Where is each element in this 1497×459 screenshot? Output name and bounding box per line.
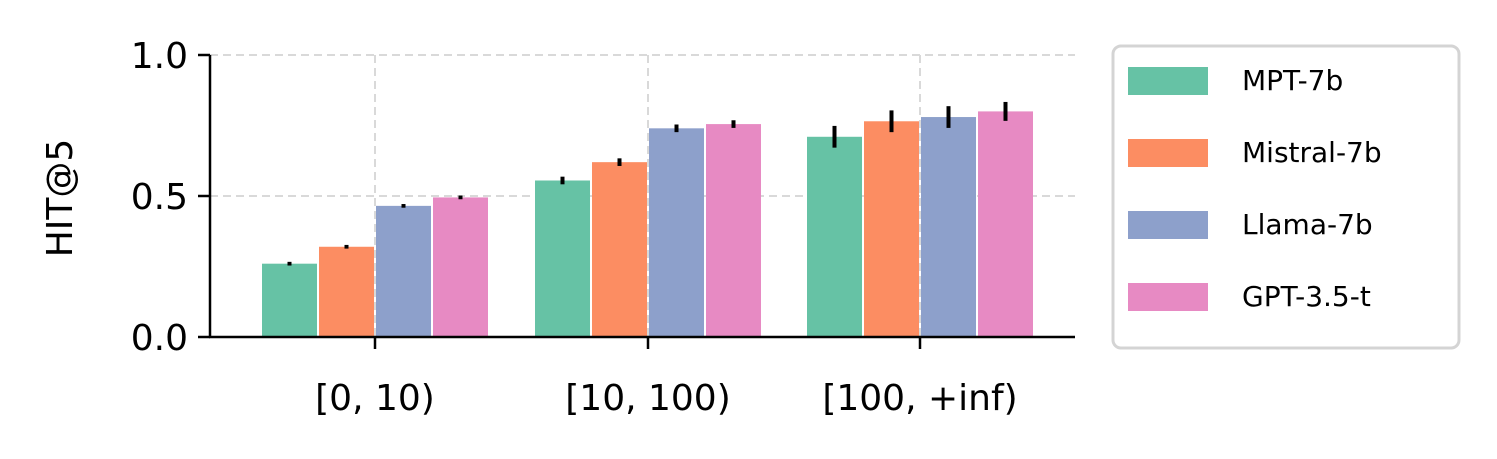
bars [262, 111, 1033, 338]
bar-llama-7b [649, 128, 704, 337]
bar-gpt-3-5-t [978, 111, 1033, 338]
bar-llama-7b [376, 205, 431, 337]
error-bars [287, 101, 1008, 266]
legend-swatch [1128, 139, 1208, 167]
legend-label: MPT-7b [1242, 64, 1343, 97]
legend-swatch [1128, 211, 1208, 239]
bar-llama-7b [921, 117, 976, 337]
bar-mpt-7b [807, 136, 862, 337]
y-axis-label: HIT@5 [40, 139, 81, 258]
bar-gpt-3-5-t [706, 124, 761, 337]
legend-box [1111, 44, 1461, 350]
bar-gpt-3-5-t [433, 197, 488, 337]
legend-swatch [1128, 67, 1208, 95]
bar-mistral-7b [319, 246, 374, 337]
legend-label: Mistral-7b [1242, 136, 1382, 169]
legend-swatch [1128, 283, 1208, 311]
x-tick-label: [100, +inf) [822, 378, 1017, 419]
legend-label: GPT-3.5-t [1242, 280, 1371, 313]
legend: MPT-7b Mistral-7b Llama-7b GPT-3.5-t [1111, 44, 1461, 350]
bar-mistral-7b [592, 162, 647, 337]
y-tick-label: 1.0 [131, 36, 188, 77]
x-tick-label: [0, 10) [315, 378, 435, 419]
legend-label: Llama-7b [1242, 208, 1373, 241]
bar-mpt-7b [535, 180, 590, 337]
x-tick-label: [10, 100) [565, 378, 731, 419]
bar-mpt-7b [262, 263, 317, 337]
axes: 0.0 0.5 1.0 [0, 10) [10, 100) [100, +inf) [131, 36, 1075, 419]
bar-mistral-7b [864, 121, 919, 338]
y-tick-label: 0.0 [131, 318, 188, 359]
y-tick-label: 0.5 [131, 177, 188, 218]
